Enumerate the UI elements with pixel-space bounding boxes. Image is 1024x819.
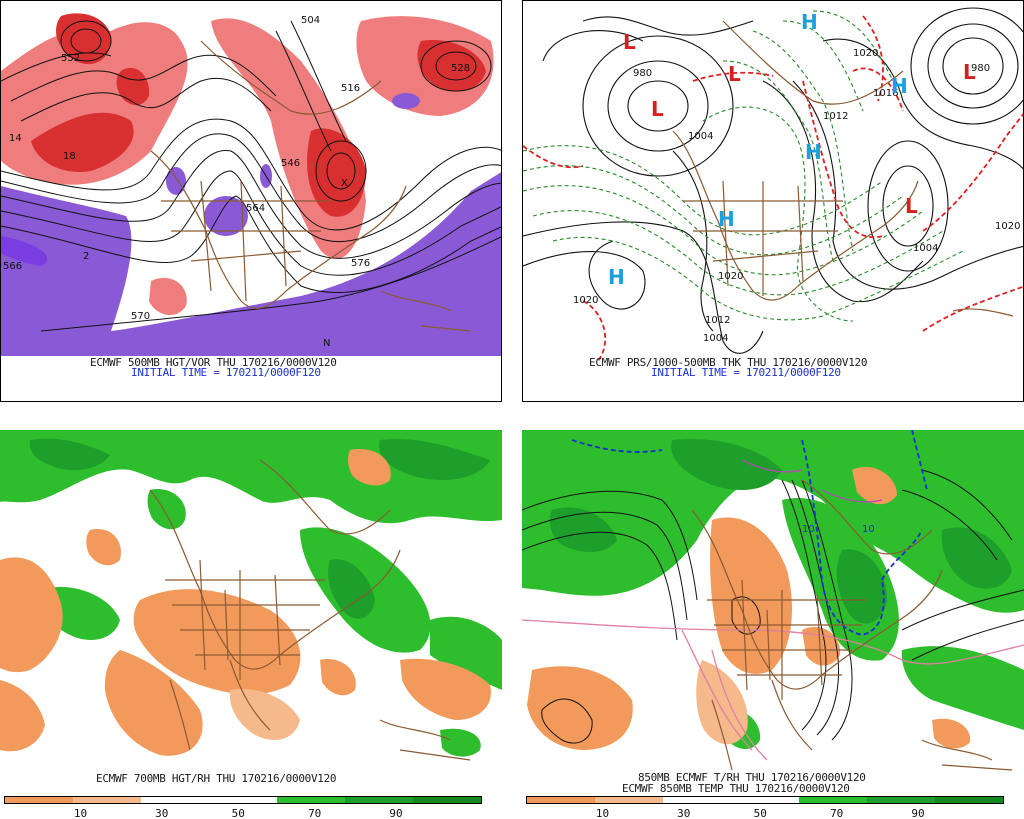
panel-500mb-height-vorticity: 504 528 516 546 570 576 552 564 566 2 14… xyxy=(0,0,502,402)
vort-label: 14 xyxy=(9,133,22,144)
isobar-label: 980 xyxy=(633,68,652,79)
colorbar-tick: 10 xyxy=(595,807,610,819)
contour-label: 564 xyxy=(246,203,265,214)
contour-label: 504 xyxy=(301,15,320,26)
isobar-label: 1016 xyxy=(873,88,898,99)
colorbar-tick: 70 xyxy=(830,807,844,819)
high-center: H xyxy=(718,207,735,231)
contour-label: 566 xyxy=(3,261,22,272)
isobar-label: 1020 xyxy=(573,295,598,306)
contour-label: 528 xyxy=(451,63,470,74)
contour-label: 570 xyxy=(131,311,150,322)
high-center: H xyxy=(891,74,908,98)
isobar-label: 1004 xyxy=(703,333,728,344)
colorbar-tick: 50 xyxy=(231,807,245,819)
isobar-label: 1004 xyxy=(913,243,938,254)
high-center: H xyxy=(801,10,818,34)
initial-time-500mb: INITIAL TIME = 170211/0000F120 xyxy=(131,366,321,379)
panel-surface-pressure-thickness: 980 1004 1012 1020 1020 1012 1004 980 10… xyxy=(522,0,1024,402)
caption-850mb-temp: ECMWF 850MB TEMP THU 170216/0000V120 xyxy=(622,782,850,795)
colorbar-tick: 10 xyxy=(73,807,88,819)
rh-colorbar xyxy=(4,796,482,804)
caption-500mb: ECMWF 500MB HGT/VOR THU 170216/0000V120 xyxy=(90,356,337,369)
rh-colorbar xyxy=(526,796,1004,804)
high-center: H xyxy=(608,265,625,289)
colorbar-tick: 90 xyxy=(389,807,403,819)
isobar-label: 1004 xyxy=(688,131,713,142)
isobar-label: 1020 xyxy=(853,48,878,59)
low-center: L xyxy=(963,60,976,84)
colorbar-tick: 30 xyxy=(677,807,691,819)
vort-label: N xyxy=(323,338,330,349)
contour-label: 576 xyxy=(351,258,370,269)
low-center: L xyxy=(905,194,918,218)
caption-850mb-temp-rh: 850MB ECMWF T/RH THU 170216/0000V120 xyxy=(638,771,866,784)
low-center: L xyxy=(651,97,664,121)
contour-label: 546 xyxy=(281,158,300,169)
low-center: L xyxy=(623,30,636,54)
caption-700mb-rh: ECMWF 700MB HGT/RH THU 170216/0000V120 xyxy=(96,772,337,785)
vort-label: 2 xyxy=(83,251,89,262)
colorbar-tick: 90 xyxy=(911,807,925,819)
rh-colorbar-ticks: 10 30 50 70 90 xyxy=(526,807,1004,819)
isobar-label: 1020 xyxy=(995,221,1020,232)
initial-time-surface-pressure: INITIAL TIME = 170211/0000F120 xyxy=(651,366,841,379)
high-center: H xyxy=(805,140,822,164)
isobar-label: 1020 xyxy=(718,271,743,282)
map-surface-pressure: 980 1004 1012 1020 1020 1012 1004 980 10… xyxy=(523,7,1023,362)
contour-label: 516 xyxy=(341,83,360,94)
isobar-label: 980 xyxy=(971,63,990,74)
map-700mb-rh xyxy=(0,430,502,770)
panel-850mb-temp-rh: 10 10 850MB ECMWF T/RH THU 170216/0000V1… xyxy=(522,430,1024,819)
panel-700mb-rh: ECMWF 700MB HGT/RH THU 170216/0000V120 1… xyxy=(0,430,502,819)
contour-label: 552 xyxy=(61,53,80,64)
low-center: L xyxy=(728,62,741,86)
colorbar-tick: 50 xyxy=(753,807,767,819)
isobar-label: 1012 xyxy=(705,315,730,326)
vort-label: X xyxy=(341,178,348,189)
isobar-label: 1012 xyxy=(823,111,848,122)
vort-label: 18 xyxy=(63,151,76,162)
isotherm-label: 10 xyxy=(862,524,875,535)
colorbar-tick: 70 xyxy=(308,807,322,819)
map-500mb: 504 528 516 546 570 576 552 564 566 2 14… xyxy=(1,1,501,356)
caption-surface-pressure: ECMWF PRS/1000-500MB THK THU 170216/0000… xyxy=(589,356,868,369)
colorbar-tick: 30 xyxy=(155,807,169,819)
rh-colorbar-ticks: 10 30 50 70 90 xyxy=(4,807,482,819)
map-850mb-temp-rh: 10 10 xyxy=(522,430,1024,771)
isotherm-label: 10 xyxy=(802,524,815,535)
